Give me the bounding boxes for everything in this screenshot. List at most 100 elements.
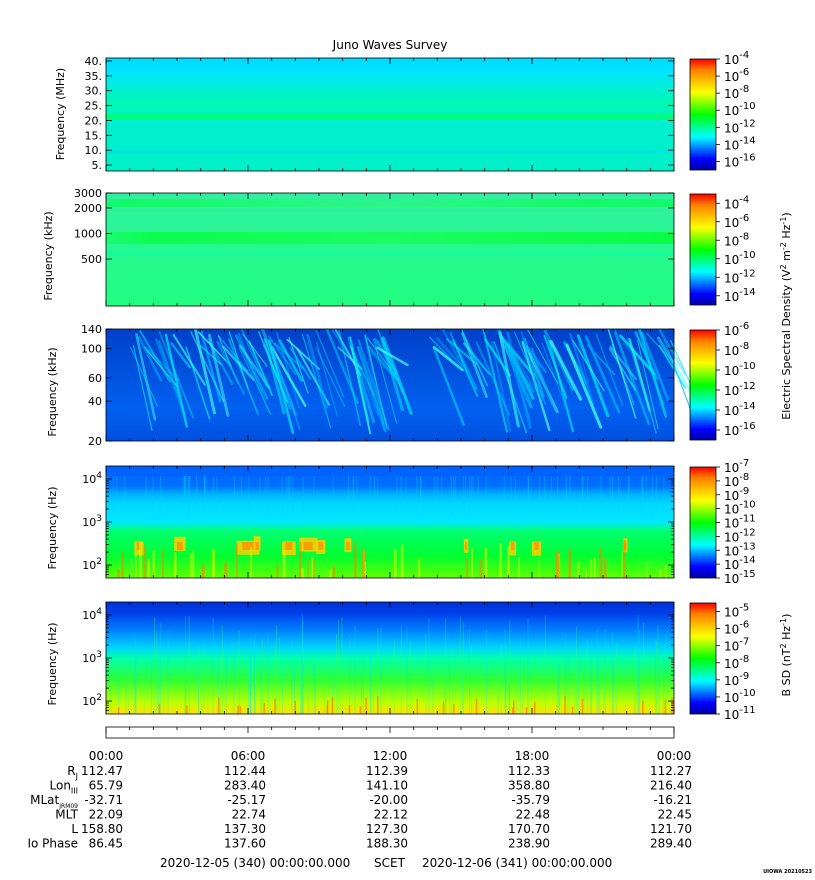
impulse-streak (250, 637, 252, 714)
footer-scet: SCET (374, 856, 406, 870)
impulse-streak (300, 650, 302, 714)
ephemeris-value: 65.79 (89, 779, 123, 793)
impulse-streak (198, 645, 200, 714)
panel-1-ylabel: Frequency (MHz) (54, 68, 67, 160)
impulse-streak (167, 630, 169, 714)
low-freq-spike (533, 701, 536, 714)
ephemeris-value: 22.74 (232, 808, 266, 822)
low-freq-streak (138, 541, 142, 578)
upper-streak (527, 476, 529, 501)
ephemeris-value: 137.30 (224, 822, 266, 836)
panel-1-y-tick-label: 5. (92, 159, 103, 172)
emission-streak (200, 330, 222, 403)
panel-1: 40.35.30.25.20.15.10.5. Frequency (MHz) … (54, 50, 756, 172)
upper-streak (287, 476, 289, 499)
emission-streak (267, 335, 297, 376)
impulse-streak (110, 662, 112, 714)
emission-streak (170, 342, 191, 369)
hot-spot-core (177, 542, 183, 550)
panel-1-y-tick-label: 10. (85, 144, 103, 157)
low-freq-streak (538, 558, 540, 578)
emission-streak (356, 345, 387, 432)
ephemeris-value: 22.12 (374, 808, 408, 822)
impulse-streak (282, 664, 284, 714)
impulse-streak (599, 676, 601, 714)
impulse-streak (393, 639, 395, 714)
magnetic-density-label: B SD (nT2 Hz-1) (779, 614, 793, 697)
emission-streak (527, 329, 559, 384)
emission-streak (315, 347, 346, 407)
low-freq-spike (117, 707, 120, 714)
low-freq-streak (328, 569, 332, 578)
emission-streak (237, 332, 270, 414)
impulse-streak (207, 657, 209, 714)
impulse-streak (616, 642, 618, 714)
upper-streak (302, 476, 304, 510)
impulse-streak (301, 614, 303, 714)
low-freq-spike (581, 698, 584, 714)
impulse-streak (598, 646, 600, 714)
upper-streak (450, 476, 452, 516)
low-freq-streak (599, 548, 603, 578)
hot-spot-core (346, 542, 350, 550)
emission-streak (268, 339, 295, 435)
low-freq-spike (416, 698, 419, 714)
emission-streak (155, 338, 186, 415)
impulse-streak (507, 681, 509, 714)
impulse-streak (567, 655, 569, 714)
upper-streak (183, 476, 185, 502)
upper-streak (646, 476, 648, 504)
colorbar-tick-label: 10-8 (724, 472, 749, 489)
low-freq-streak (147, 561, 150, 578)
impulse-streak (380, 627, 382, 714)
low-freq-streak (354, 540, 357, 578)
low-freq-streak (250, 547, 253, 578)
upper-streak (356, 476, 358, 497)
impulse-streak (516, 668, 518, 714)
colorbar-tick-label: 10-12 (724, 118, 756, 135)
emission-streak (441, 328, 477, 393)
low-freq-spike (237, 705, 239, 714)
hot-spot-core (255, 542, 259, 550)
footer-end: 2020-12-06 (341) 00:00:00.000 (422, 856, 612, 870)
ephemeris-value: 289.40 (650, 837, 692, 851)
impulse-streak (505, 665, 507, 714)
low-freq-streak (603, 558, 607, 578)
impulse-streak (409, 640, 411, 714)
upper-streak (641, 476, 643, 514)
emission-streak (263, 338, 286, 415)
impulse-streak (220, 656, 222, 714)
emission-streak (137, 336, 163, 382)
colorbar-tick-label: 10-10 (724, 101, 756, 118)
panel-3-y-tick-label: 140 (81, 323, 102, 336)
low-freq-streak (585, 568, 587, 578)
upper-streak (185, 476, 187, 500)
colorbar-tick-label: 10-4 (724, 50, 749, 67)
emission-streak (619, 334, 656, 375)
panel-1-y-tick-label: 15. (85, 129, 103, 142)
ephemeris-value: 22.45 (658, 808, 692, 822)
impulse-streak (658, 668, 660, 714)
upper-streak (627, 476, 629, 514)
low-freq-streak (577, 562, 580, 578)
impulse-streak (158, 674, 160, 714)
low-freq-spike (359, 706, 362, 714)
low-freq-streak (466, 557, 469, 578)
impulse-streak (247, 664, 249, 714)
ephemeris-value: 238.90 (508, 837, 550, 851)
panel-4-y-tick-label: 104 (82, 471, 102, 486)
impulse-streak (657, 625, 659, 714)
impulse-streak (143, 679, 145, 714)
upper-streak (436, 476, 438, 505)
emission-streak (197, 331, 232, 367)
ephemeris-value: 86.45 (89, 837, 123, 851)
emission-streak (628, 338, 651, 411)
emission-streak (543, 335, 568, 399)
upper-streak (642, 476, 644, 515)
impulse-streak (188, 615, 190, 714)
ephemeris-value: -35.79 (511, 793, 550, 807)
ephemeris-table: RJ 112.47 112.44 112.39 112.33 112.27 LonIII 65… (27, 764, 692, 851)
impulse-streak (451, 647, 453, 714)
emission-streak (490, 341, 512, 432)
